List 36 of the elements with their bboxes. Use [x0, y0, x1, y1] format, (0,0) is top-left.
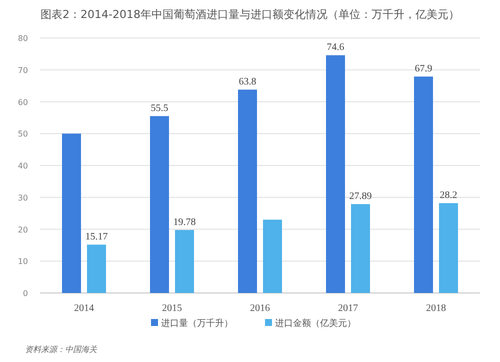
- bar: [87, 244, 106, 293]
- y-tick-label: 10: [18, 257, 28, 266]
- data-label: 19.78: [173, 216, 196, 228]
- bar: [62, 134, 81, 293]
- text: 资料来源：中国海关: [25, 345, 98, 354]
- y-tick-label: 80: [18, 34, 28, 43]
- legend-label: 进口量（万千升）: [161, 318, 233, 329]
- bar: [439, 203, 458, 293]
- chart-title: 图表2：2014-2018年中国葡萄酒进口量与进口额变化情况（单位：万千升，亿美元）: [40, 8, 460, 21]
- y-tick-label: 70: [18, 66, 28, 75]
- y-tick-label: 0: [22, 289, 28, 298]
- bar: [263, 220, 282, 293]
- data-label: 27.89: [349, 191, 372, 202]
- bar: [351, 204, 370, 293]
- y-tick-label: 40: [18, 162, 28, 170]
- y-tick-label: 20: [18, 225, 28, 234]
- x-tick-label: 2014: [74, 303, 94, 314]
- bar: [414, 76, 433, 293]
- x-tick-label: 2017: [338, 303, 358, 314]
- data-label: 67.9: [414, 64, 432, 75]
- x-tick-label: 2016: [250, 303, 270, 314]
- legend-label: 进口金额（亿美元）: [275, 318, 356, 329]
- bar: [150, 116, 169, 293]
- data-label: 74.6: [326, 42, 344, 54]
- data-label: 28.2: [440, 190, 458, 202]
- y-tick-label: 60: [18, 98, 28, 107]
- data-label: 15.17: [85, 232, 108, 243]
- data-label: 55.5: [150, 103, 168, 114]
- y-tick-label: 30: [18, 193, 28, 202]
- x-tick-label: 2015: [162, 303, 182, 314]
- bar: [326, 55, 345, 293]
- y-tick-label: 50: [18, 130, 28, 139]
- bar: [238, 90, 257, 293]
- bar: [175, 230, 194, 293]
- data-label: 63.8: [238, 76, 256, 88]
- x-tick-label: 2018: [426, 303, 446, 314]
